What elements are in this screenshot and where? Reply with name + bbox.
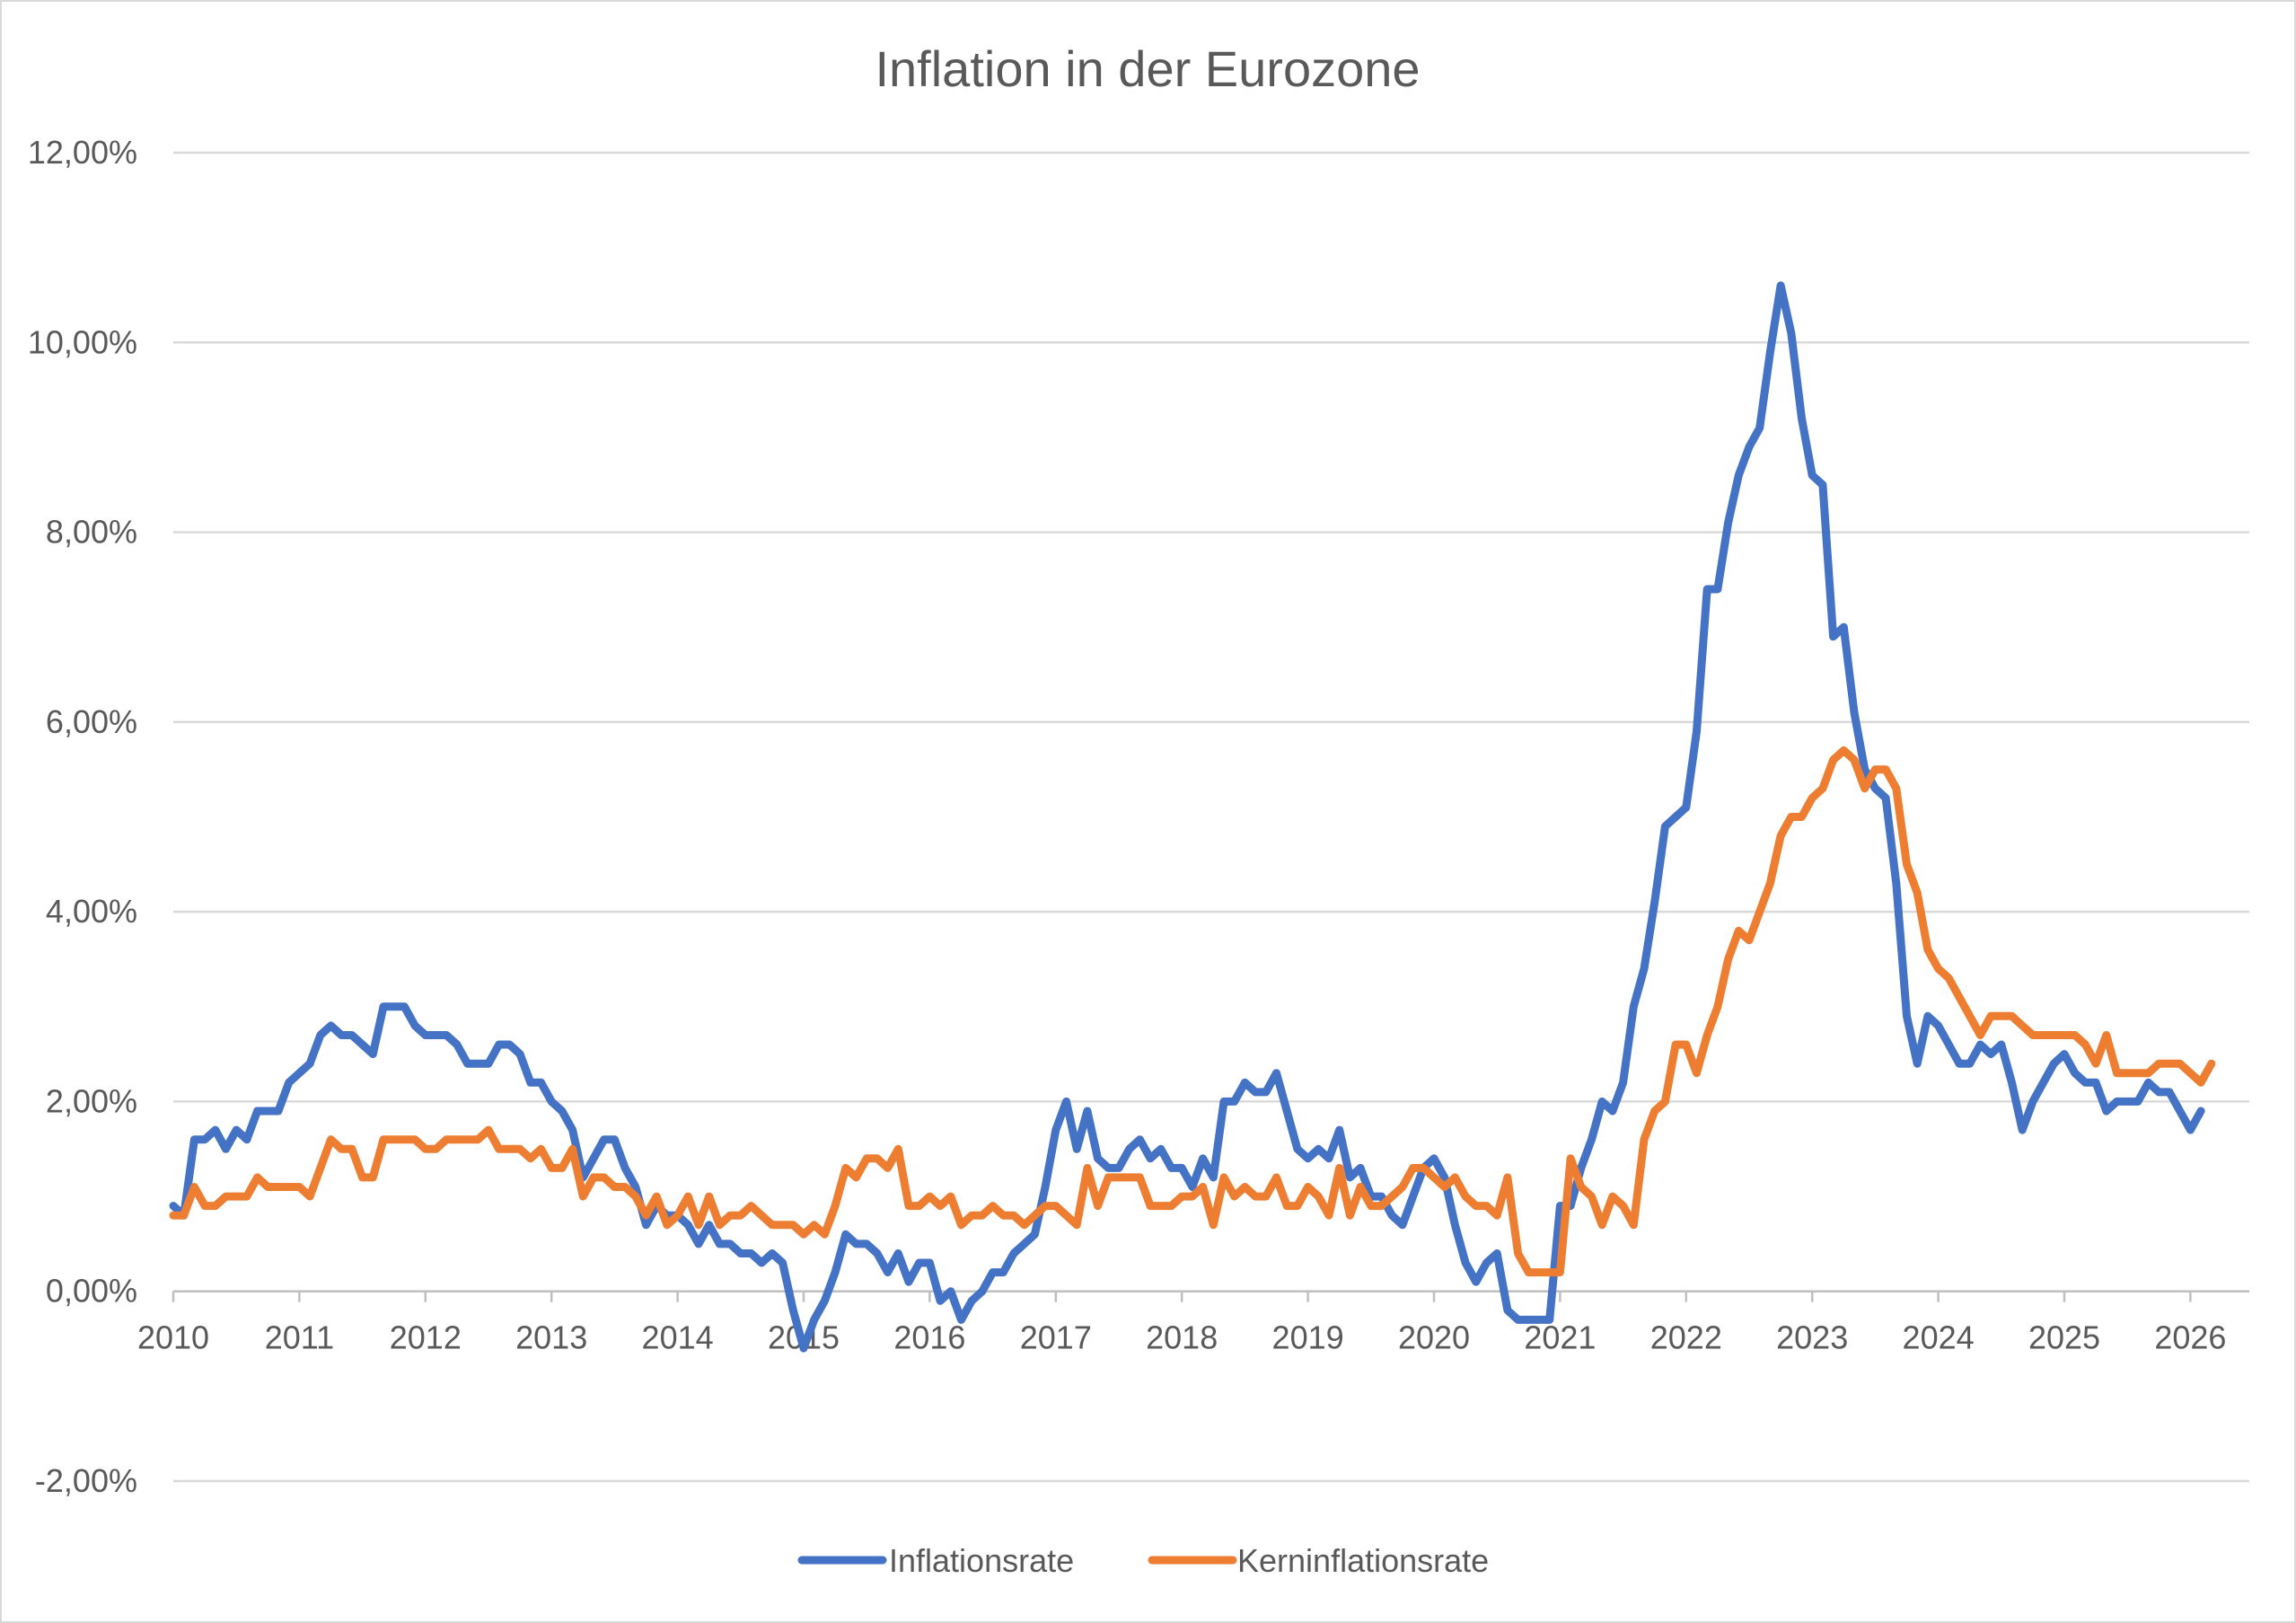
- y-tick-label: 8,00%: [46, 514, 137, 551]
- x-tick-label: 2022: [1650, 1319, 1722, 1356]
- x-tick-label: 2011: [265, 1319, 334, 1356]
- x-tick-label: 2017: [1020, 1319, 1092, 1356]
- x-tick-label: 2018: [1146, 1319, 1218, 1356]
- x-tick-label: 2020: [1398, 1319, 1470, 1356]
- x-tick-label: 2019: [1272, 1319, 1344, 1356]
- y-tick-label: 4,00%: [46, 893, 137, 930]
- y-tick-label: 10,00%: [28, 323, 137, 360]
- x-tick-label: 2025: [2028, 1319, 2100, 1356]
- y-tick-label: 6,00%: [46, 703, 137, 740]
- y-tick-label: 2,00%: [46, 1082, 137, 1119]
- y-axis-tick-labels: -2,00% 0,00% 2,00% 4,00% 6,00% 8,00% 10,00% 12,…: [28, 134, 137, 1499]
- series-line-kerninflationsrate: [169, 746, 2216, 1277]
- x-tick-label: 2026: [2154, 1319, 2226, 1356]
- legend: Inflationsrate Kerninflationsrate: [797, 1542, 1489, 1579]
- y-tick-label: 0,00%: [46, 1273, 137, 1310]
- x-axis: 2010 2011 2012 2013 2014 2015 2016 2017 2018 2019…: [137, 1290, 2249, 1356]
- x-tick-label: 2023: [1776, 1319, 1848, 1356]
- legend-label: Kerninflationsrate: [1237, 1542, 1489, 1579]
- x-tick-label: 2013: [515, 1319, 587, 1356]
- legend-label: Inflationsrate: [889, 1542, 1074, 1579]
- series-line-inflationsrate: [169, 281, 2205, 1353]
- gridlines: [173, 151, 2249, 1483]
- data-series: [169, 281, 2216, 1353]
- x-tick-label: 2024: [1903, 1319, 1975, 1356]
- x-tick-label: 2016: [893, 1319, 965, 1356]
- y-tick-label: 12,00%: [28, 134, 137, 171]
- x-tick-label: 2021: [1524, 1319, 1596, 1356]
- x-tick-label: 2014: [642, 1319, 714, 1356]
- x-tick-label: 2012: [390, 1319, 462, 1356]
- y-tick-label: -2,00%: [35, 1462, 137, 1499]
- chart-title: Inflation in der Eurozone: [875, 40, 1420, 97]
- x-tick-label: 2010: [137, 1319, 209, 1356]
